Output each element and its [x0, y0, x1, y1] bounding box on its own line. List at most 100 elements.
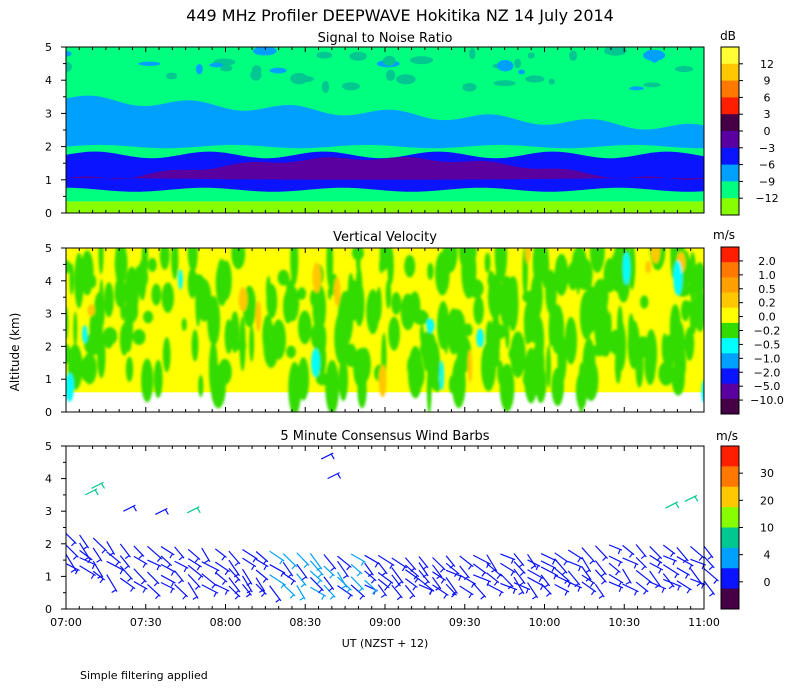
wind-barb — [594, 569, 607, 585]
snr-panel-title: Signal to Noise Ratio — [318, 31, 453, 46]
wind-barb — [568, 581, 583, 592]
vv-streak — [102, 327, 118, 345]
wind-barb — [187, 574, 201, 590]
vv-streak — [466, 248, 477, 263]
wind-barb — [91, 481, 106, 489]
colorbar-label: 3 — [764, 108, 771, 121]
wind-barb — [160, 563, 176, 576]
vv-streak-accent — [66, 372, 74, 402]
vv-streak — [73, 311, 78, 347]
wind-barb — [391, 584, 403, 601]
x-axis-label: UT (NZST + 12) — [342, 637, 429, 650]
vv-streak — [285, 285, 300, 322]
wind-barb — [296, 585, 306, 601]
wind-barb — [228, 568, 241, 584]
wind-barb — [635, 569, 652, 586]
wind-barb — [703, 568, 719, 584]
wind-barb — [676, 580, 692, 594]
wind-barb — [499, 573, 514, 590]
wind-barb — [84, 488, 99, 496]
vv-streak — [66, 343, 71, 364]
vv-streak — [231, 248, 246, 270]
snr-patch — [462, 82, 477, 92]
vv-streak — [84, 333, 100, 355]
vv-streak — [239, 316, 246, 372]
vv-streak-accent — [645, 261, 652, 274]
wind-barb — [554, 558, 568, 576]
wind-barb — [418, 556, 429, 570]
wind-barb — [486, 554, 498, 573]
wind-barb — [418, 578, 435, 595]
snr-patch — [518, 69, 525, 75]
wind-barb — [703, 556, 715, 571]
wind-barb — [486, 583, 504, 597]
vv-streak-accent — [650, 248, 661, 264]
vv-streak — [120, 294, 126, 321]
vv-streak — [564, 316, 578, 365]
colorbar-swatch — [721, 97, 739, 115]
vv-streak — [312, 284, 327, 333]
vv-streak — [375, 286, 382, 321]
wind-barb — [186, 506, 201, 514]
wind-barb — [282, 553, 298, 570]
vv-streak — [663, 334, 675, 374]
colorbar-label: −3 — [759, 142, 775, 155]
wind-barb — [323, 565, 335, 579]
snr-layer-peak-echo — [66, 157, 704, 180]
y-tick-label: 3 — [45, 107, 52, 120]
y-tick-label: 1 — [45, 570, 52, 583]
vv-streak — [461, 315, 466, 370]
wind-barb — [119, 577, 136, 592]
colorbar-swatch — [721, 292, 739, 309]
wind-barb — [160, 581, 175, 594]
wind-barb — [241, 568, 253, 586]
wind-barb — [310, 586, 327, 600]
wind-barb — [133, 568, 147, 585]
vv-streak — [147, 257, 157, 272]
wind-barb — [92, 570, 106, 584]
wind-barb — [377, 562, 388, 576]
wind-barb — [377, 554, 395, 569]
wind-barb — [527, 553, 537, 569]
wind-barb — [689, 568, 703, 587]
vv-streak — [628, 313, 635, 344]
wind-barb — [690, 578, 706, 589]
vv-streak — [535, 317, 545, 365]
vv-streak-accent — [467, 349, 473, 383]
vv-streak — [546, 345, 551, 388]
vv-streak — [437, 301, 450, 350]
y-tick-label: 2 — [45, 340, 52, 353]
vv-streak — [402, 308, 413, 322]
vv-streak — [473, 295, 484, 325]
x-tick-label: 09:30 — [449, 616, 481, 629]
vv-streak — [266, 283, 278, 319]
wind-barb — [540, 574, 551, 588]
wind-barb — [581, 566, 592, 582]
vv-streak — [345, 343, 357, 368]
snr-heatmap — [66, 47, 704, 213]
wind-barb — [160, 574, 176, 587]
wind-barb — [445, 555, 456, 569]
vv-streak — [689, 251, 697, 303]
colorbar-swatch — [721, 181, 739, 199]
vv-streak — [69, 263, 74, 295]
wind-barb — [364, 570, 377, 584]
vv-streak — [481, 341, 497, 392]
wind-barb — [79, 549, 93, 564]
wind-barb — [594, 560, 607, 577]
snr-patch — [514, 58, 522, 69]
colorbar-swatch — [721, 262, 739, 278]
wind-barb — [364, 562, 374, 578]
wind-barb — [133, 581, 148, 593]
colorbar-label: −12 — [755, 192, 778, 205]
vv-streak — [104, 282, 114, 318]
y-tick-label: 4 — [45, 74, 52, 87]
vv-x-axis — [65, 248, 705, 412]
wind-barb — [513, 582, 531, 594]
wind-barb — [323, 584, 336, 600]
vv-streak — [385, 279, 392, 309]
wind-barb — [540, 553, 557, 565]
vv-streak — [191, 329, 199, 362]
wind-barb — [662, 544, 676, 558]
